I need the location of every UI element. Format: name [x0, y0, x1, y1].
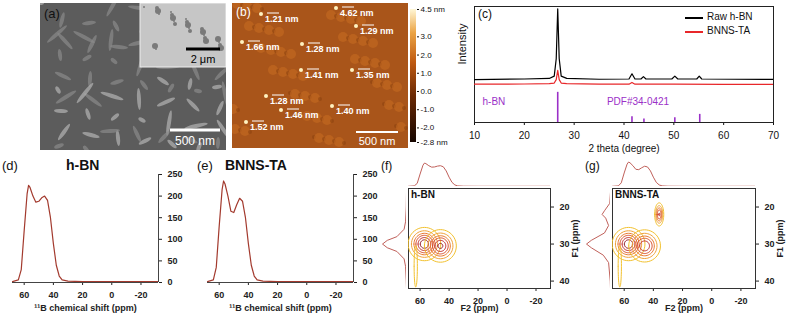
svg-text:1.28 nm: 1.28 nm: [306, 44, 340, 54]
svg-text:100: 100: [363, 234, 378, 244]
svg-text:0: 0: [505, 296, 510, 306]
svg-text:-20: -20: [329, 290, 342, 300]
svg-text:1.29 nm: 1.29 nm: [360, 26, 394, 36]
html-text:BNNS-TA: BNNS-TA: [615, 189, 660, 200]
svg-text:(a): (a): [44, 6, 60, 21]
svg-text:-20: -20: [134, 290, 147, 300]
svg-text:40: 40: [618, 130, 630, 141]
svg-text:40: 40: [765, 276, 775, 286]
svg-text:60: 60: [718, 130, 730, 141]
svg-text:20: 20: [473, 295, 484, 306]
svg-text:1.46 nm: 1.46 nm: [285, 110, 319, 120]
svg-text:60: 60: [619, 296, 629, 306]
html-text:h-BN: h-BN: [66, 157, 100, 173]
svg-text:20: 20: [560, 202, 570, 212]
svg-text:1.35 nm: 1.35 nm: [356, 70, 390, 80]
svg-text:20: 20: [78, 290, 88, 300]
svg-text:30: 30: [569, 130, 581, 141]
svg-text:20: 20: [519, 130, 531, 141]
svg-text:60: 60: [19, 290, 29, 300]
svg-text:1.52 nm: 1.52 nm: [250, 122, 284, 132]
svg-text:10: 10: [469, 130, 481, 141]
svg-text:250: 250: [168, 169, 183, 179]
svg-text:-20: -20: [734, 296, 747, 306]
svg-text:500 nm: 500 nm: [359, 135, 396, 147]
svg-text:4.62 nm: 4.62 nm: [340, 8, 374, 18]
svg-text:-20: -20: [530, 296, 543, 306]
svg-text:100: 100: [168, 234, 183, 244]
svg-text:3.0: 3.0: [421, 32, 433, 41]
svg-text:Intensity: Intensity: [456, 23, 468, 64]
svg-text:500 nm: 500 nm: [175, 134, 215, 148]
svg-text:40: 40: [243, 290, 253, 300]
svg-text:60: 60: [415, 296, 425, 306]
svg-text:150: 150: [168, 213, 183, 223]
svg-text:2.0: 2.0: [421, 51, 433, 60]
svg-text:50: 50: [168, 256, 178, 266]
svg-text:30: 30: [560, 239, 570, 249]
svg-text:PDF#34-0421: PDF#34-0421: [607, 96, 670, 107]
svg-text:40: 40: [560, 276, 570, 286]
svg-text:40: 40: [648, 296, 658, 306]
svg-text:0: 0: [304, 290, 309, 300]
svg-text:30: 30: [765, 239, 775, 249]
html-text:(g): (g): [585, 159, 600, 173]
html-text:(f): (f): [381, 159, 393, 173]
svg-text:0.0: 0.0: [421, 87, 433, 96]
svg-text:0: 0: [168, 277, 173, 287]
html-text:(e): (e): [197, 158, 213, 173]
svg-text:1.21 nm: 1.21 nm: [265, 14, 299, 24]
svg-text:50: 50: [363, 256, 373, 266]
svg-text:-1.0: -1.0: [421, 105, 435, 114]
svg-text:-2.0: -2.0: [421, 123, 435, 132]
svg-text:40: 40: [48, 290, 58, 300]
svg-text:40: 40: [444, 296, 454, 306]
svg-text:-2.8 nm: -2.8 nm: [421, 138, 448, 147]
svg-text:1.66 nm: 1.66 nm: [246, 42, 280, 52]
svg-text:4.5 nm: 4.5 nm: [421, 5, 446, 14]
svg-text:70: 70: [768, 130, 780, 141]
svg-text:F1 (ppm): F1 (ppm): [775, 220, 785, 258]
svg-text:F2 (ppm): F2 (ppm): [461, 303, 499, 313]
svg-text:20: 20: [765, 202, 775, 212]
svg-text:2 theta (degree): 2 theta (degree): [588, 143, 659, 154]
svg-text:F1 (ppm): F1 (ppm): [570, 220, 580, 258]
svg-text:0: 0: [709, 296, 714, 306]
svg-text:1.40 nm: 1.40 nm: [336, 106, 370, 116]
svg-text:2 μm: 2 μm: [191, 53, 216, 65]
svg-text:150: 150: [363, 213, 378, 223]
svg-text:60: 60: [214, 290, 224, 300]
svg-text:0: 0: [363, 277, 368, 287]
html-text:(c): (c): [478, 7, 492, 21]
svg-text:200: 200: [168, 191, 183, 201]
svg-text:¹¹B chemical shift (ppm): ¹¹B chemical shift (ppm): [34, 303, 137, 313]
svg-text:1.28 nm: 1.28 nm: [270, 96, 304, 106]
svg-text:h-BN: h-BN: [483, 96, 506, 107]
html-text:h-BN: h-BN: [411, 189, 435, 200]
svg-text:200: 200: [363, 191, 378, 201]
html-text:BNNS-TA: BNNS-TA: [225, 157, 287, 173]
svg-text:(b): (b): [236, 5, 251, 19]
svg-text:1.0: 1.0: [421, 69, 433, 78]
html-text:(d): (d): [2, 158, 18, 173]
svg-text:250: 250: [363, 169, 378, 179]
svg-text:20: 20: [273, 290, 283, 300]
svg-text:0: 0: [109, 290, 114, 300]
html-text:Raw h-BN: Raw h-BN: [707, 11, 753, 22]
svg-text:F2 (ppm): F2 (ppm): [665, 303, 703, 313]
html-text:BNNS-TA: BNNS-TA: [707, 25, 751, 36]
svg-text:50: 50: [668, 130, 680, 141]
svg-text:1.41 nm: 1.41 nm: [305, 70, 339, 80]
svg-text:¹¹B chemical shift (ppm): ¹¹B chemical shift (ppm): [229, 303, 332, 313]
svg-text:20: 20: [677, 295, 688, 306]
